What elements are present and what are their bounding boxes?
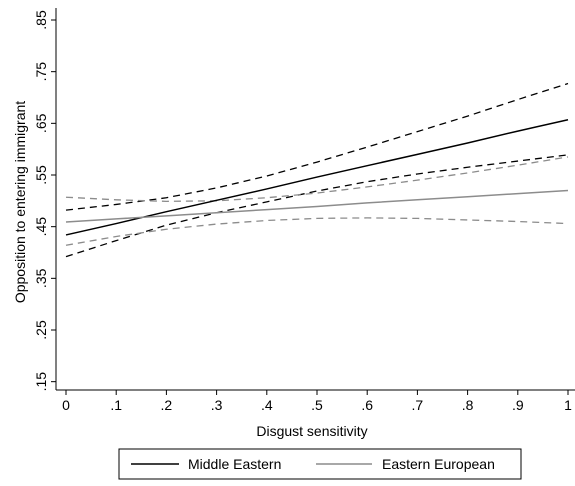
x-axis-title: Disgust sensitivity [256,423,367,439]
y-tick-label: .55 [33,165,49,185]
series-0-ci-lower-line [65,154,569,258]
x-tick-label: .4 [261,397,273,413]
confidence-bands [65,82,569,258]
series-0-line [65,118,569,236]
x-tick-label: .3 [211,397,223,413]
axes: 0 .1 .2 .3 .4 .5 .6 .7 .8 .9 1 .15 .25 .35 .45 .55 .65 .7… [12,8,575,439]
y-tick-label: .25 [33,320,49,340]
x-tick-label: 0 [62,397,70,413]
series-1-line [65,189,569,223]
series-1-ci-lower-line [65,217,569,246]
y-axis-title: Opposition to entering immigrant [12,101,28,303]
series-lines [65,118,569,236]
x-tick-label: .2 [161,397,173,413]
x-tick-label: 1 [564,397,572,413]
legend: Middle Eastern Eastern European [118,448,522,480]
y-tick-label: .15 [33,372,49,392]
y-tick-label: .35 [33,268,49,288]
x-tick-label: .9 [512,397,524,413]
x-tick-label: .8 [462,397,474,413]
legend-label-1: Eastern European [382,456,495,472]
y-tick-label: .65 [33,113,49,133]
x-tick-label: .6 [361,397,373,413]
x-tick-label: .5 [311,397,323,413]
legend-label-0: Middle Eastern [188,456,281,472]
x-tick-label: .1 [110,397,122,413]
x-tick-label: .7 [412,397,424,413]
series-1-ci-upper-line [65,156,569,203]
series-0-ci-upper-line [65,82,569,211]
y-tick-label: .85 [33,10,49,30]
y-tick-label: .45 [33,217,49,237]
y-tick-label: .75 [33,62,49,82]
